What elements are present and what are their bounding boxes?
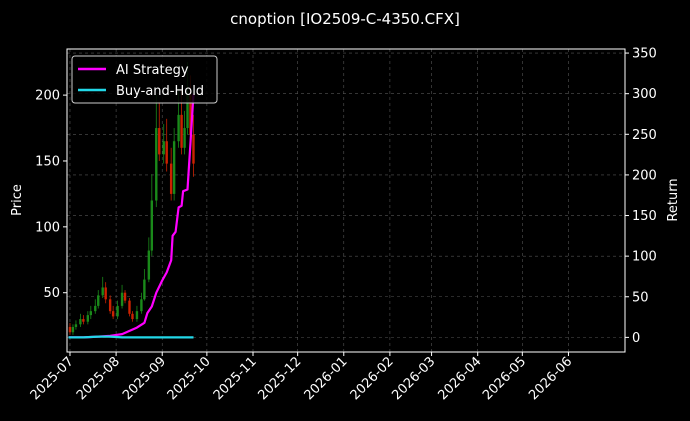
- chart-title: cnoption [IO2509-C-4350.CFX]: [230, 10, 460, 28]
- candle-body: [79, 319, 82, 325]
- x-axis: 2025-072025-082025-092025-102025-112025-…: [28, 352, 575, 403]
- x-tick-label: 2026-03: [389, 354, 438, 403]
- candle-body: [97, 295, 100, 306]
- legend-label-ai-strategy: AI Strategy: [116, 63, 189, 78]
- candle-body: [162, 141, 165, 155]
- candle-body: [143, 279, 146, 300]
- candle-body: [180, 114, 183, 148]
- y2-tick-label: 50: [632, 290, 649, 305]
- candle-body: [123, 292, 127, 301]
- x-tick-label: 2025-08: [74, 354, 123, 403]
- candle-body: [120, 292, 124, 306]
- y2-tick-label: 200: [632, 168, 657, 183]
- x-tick-label: 2026-01: [302, 354, 351, 403]
- y2-tick-label: 150: [632, 209, 657, 224]
- x-tick-label: 2025-12: [255, 354, 304, 403]
- candle-body: [177, 114, 180, 142]
- x-tick-label: 2025-10: [165, 354, 214, 403]
- y-axis-left: 50 100 150 200: [35, 89, 67, 301]
- candle-body: [158, 128, 161, 155]
- x-tick-label: 2026-04: [435, 354, 484, 403]
- series-line-ai-strategy: [68, 93, 195, 339]
- y2-tick-label: 100: [632, 250, 657, 265]
- candle-body: [131, 313, 134, 320]
- y2-tick-label: 300: [632, 87, 657, 102]
- x-tick-label: 2026-02: [348, 354, 397, 403]
- candle-body: [169, 163, 173, 194]
- plot-frame: [66, 48, 626, 353]
- legend: AI Strategy Buy-and-Hold: [71, 55, 218, 104]
- y-axis-right: 0 50 100 150 200 250 300 350: [625, 47, 657, 346]
- candle-body: [183, 128, 186, 148]
- candle-body: [140, 299, 143, 312]
- candle-body: [74, 324, 78, 327]
- candle-body: [135, 311, 139, 320]
- candle-body: [68, 326, 72, 333]
- y2-tick-label: 350: [632, 47, 657, 62]
- candle-body: [189, 95, 192, 135]
- y2-axis-label: Return: [666, 178, 681, 221]
- candle-body: [89, 311, 93, 316]
- y-tick-label: 150: [35, 154, 60, 169]
- candle-body: [116, 305, 119, 317]
- y-tick-label: 200: [35, 89, 60, 104]
- candle-body: [192, 134, 195, 164]
- candle-body: [82, 319, 85, 322]
- x-tick-label: 2025-09: [120, 354, 169, 403]
- candle-body: [147, 250, 151, 280]
- x-tick-label: 2025-07: [28, 354, 77, 403]
- candle-body: [150, 200, 154, 251]
- candle-body: [128, 300, 131, 314]
- series-line-buy-and-hold: [68, 335, 194, 339]
- y2-tick-label: 0: [632, 331, 640, 346]
- candle-body: [111, 311, 115, 317]
- candle-body: [104, 287, 107, 300]
- return-lines: [68, 93, 195, 339]
- candle-body: [71, 326, 75, 333]
- candle-body: [94, 305, 97, 312]
- candle-body: [155, 128, 158, 201]
- candle-body: [172, 141, 176, 194]
- y-tick-label: 100: [35, 220, 60, 235]
- x-tick-label: 2025-11: [211, 354, 260, 403]
- x-tick-label: 2026-05: [480, 354, 529, 403]
- candle-body: [108, 299, 112, 312]
- y2-tick-label: 250: [632, 128, 657, 143]
- legend-box: [71, 55, 218, 104]
- grid: [67, 49, 625, 352]
- candle-body: [165, 141, 168, 164]
- candle-body: [186, 95, 189, 129]
- x-tick-label: 2026-06: [526, 354, 575, 403]
- y-axis-label: Price: [10, 184, 25, 216]
- y-tick-label: 50: [43, 286, 60, 301]
- candle-body: [101, 287, 104, 296]
- candle-body: [86, 315, 90, 322]
- legend-label-buy-and-hold: Buy-and-Hold: [116, 84, 204, 99]
